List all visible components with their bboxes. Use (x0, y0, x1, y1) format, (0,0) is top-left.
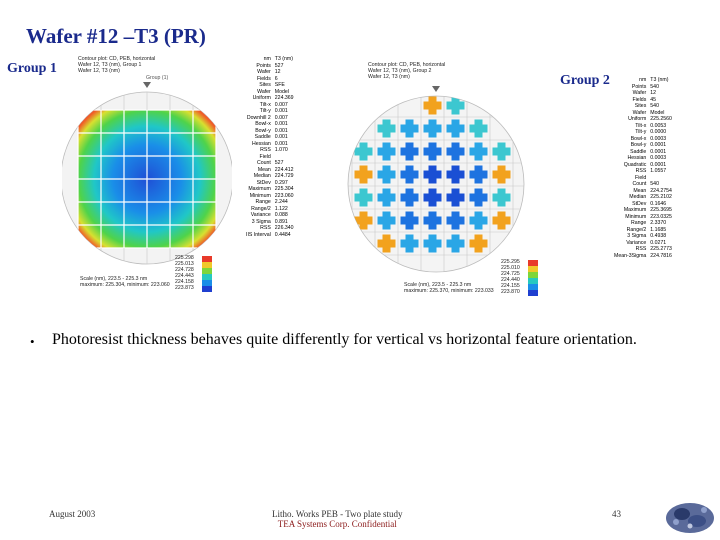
group1-label: Group 1 (7, 61, 57, 76)
field-marker (377, 142, 396, 161)
field-marker (423, 96, 442, 115)
group2-wafer-map (347, 86, 525, 273)
group2-scale-labels: 225.295 225.010 224.725 224.440 224.155 223… (501, 259, 520, 295)
field-marker (377, 165, 396, 184)
field-marker (354, 211, 373, 230)
field-marker (354, 188, 373, 207)
field-marker (446, 165, 465, 184)
group1-plot-header: Contour plot: CD, PEB, horizontal Wafer … (78, 56, 156, 74)
bullet-text: Photoresist thickness behaves quite diff… (52, 331, 637, 348)
company-logo (666, 503, 714, 533)
field-marker (423, 211, 442, 230)
field-marker (400, 188, 419, 207)
group2-stats-table: nm T3 (nm) Points 540 Wafer 12 Fields 45 Sit… (614, 77, 672, 259)
field-marker (423, 165, 442, 184)
field-marker (400, 165, 419, 184)
field-marker (354, 165, 373, 184)
group1-stats-table: nm T3 (nm) Points 527 Wafer 12 Fields 6 Site… (246, 56, 294, 238)
field-marker (377, 211, 396, 230)
group1-inset-label: Group (1) (146, 75, 169, 81)
field-marker (423, 234, 442, 253)
group1-wafer-map (62, 82, 232, 265)
group2-label: Group 2 (560, 73, 610, 88)
field-marker (446, 142, 465, 161)
field-marker (446, 211, 465, 230)
field-marker (469, 142, 488, 161)
field-marker (446, 119, 465, 138)
field-marker (446, 96, 465, 115)
group2-plot-header: Contour plot: CD, PEB, horizontal Wafer … (368, 62, 446, 80)
field-marker (377, 188, 396, 207)
footer-title: Litho. Works PEB - Two plate study (272, 509, 403, 519)
field-marker (492, 142, 511, 161)
bullet-marker: • (30, 334, 35, 349)
field-marker (492, 165, 511, 184)
field-marker (492, 211, 511, 230)
footer-center: Litho. Works PEB - Two plate study TEA S… (272, 509, 403, 529)
field-marker (423, 188, 442, 207)
field-marker (469, 188, 488, 207)
group2-color-scale (528, 260, 538, 296)
field-marker (377, 234, 396, 253)
field-marker (469, 165, 488, 184)
field-marker (469, 211, 488, 230)
footer-confidential: TEA Systems Corp. Confidential (277, 519, 397, 529)
field-marker (446, 188, 465, 207)
field-marker (400, 142, 419, 161)
field-marker (354, 142, 373, 161)
group2-plot-footer: Scale (nm), 223.5 - 225.3 nm maximum: 22… (404, 282, 494, 294)
field-marker (400, 234, 419, 253)
slide-title: Wafer #12 –T3 (PR) (26, 24, 206, 48)
page-number: 43 (612, 509, 621, 519)
field-marker (400, 211, 419, 230)
footer-date: August 2003 (49, 509, 96, 519)
field-marker (469, 234, 488, 253)
group1-scale-labels: 225.298 225.013 224.728 224.443 224.158 223… (175, 255, 194, 291)
group1-color-scale (202, 256, 212, 292)
field-marker (377, 119, 396, 138)
group1-plot-footer: Scale (nm), 223.5 - 225.3 nm maximum: 22… (80, 276, 170, 288)
field-marker (492, 188, 511, 207)
field-marker (423, 142, 442, 161)
field-marker (446, 234, 465, 253)
field-marker (423, 119, 442, 138)
field-marker (400, 119, 419, 138)
field-marker (469, 119, 488, 138)
